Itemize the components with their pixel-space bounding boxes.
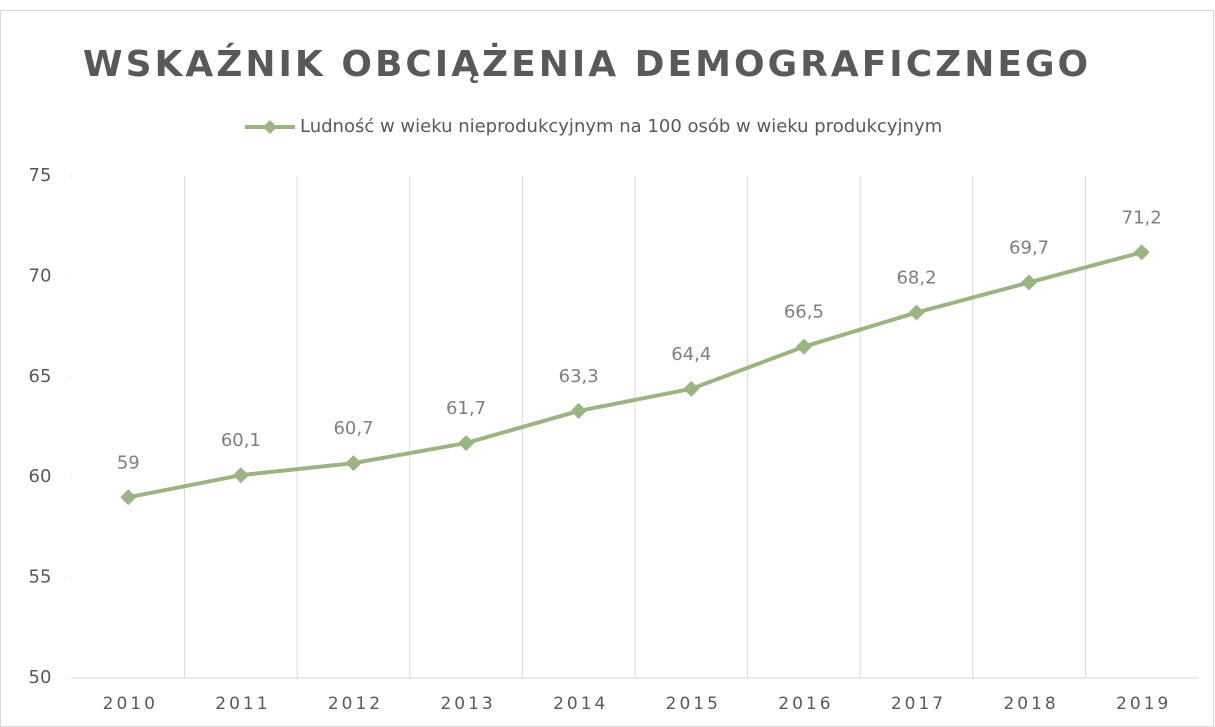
chart-frame [0,10,1214,727]
data-point [570,402,587,419]
data-label: 68,2 [896,268,936,289]
x-tick-label: 2012 [328,694,383,714]
x-tick-label: 2017 [891,694,946,714]
x-tick-label: 2015 [666,694,721,714]
data-line [127,250,1143,500]
data-point [120,489,137,506]
data-point [683,380,700,397]
data-label: 60,1 [221,430,261,451]
x-tick-label: 2013 [440,694,495,714]
data-point [458,435,475,452]
data-label: 59 [117,452,140,473]
data-point [1133,244,1150,261]
y-tick-label: 60 [29,466,52,487]
data-label: 60,7 [333,418,373,439]
y-tick-label: 55 [29,567,52,588]
data-label: 66,5 [784,302,824,323]
data-label: 64,4 [671,344,711,365]
x-tick-label: 2010 [103,694,158,714]
y-tick-label: 65 [29,366,52,387]
data-point [795,338,812,355]
data-label: 71,2 [1122,207,1162,228]
x-tick-label: 2016 [778,694,833,714]
data-point [345,455,362,472]
x-tick-label: 2011 [215,694,270,714]
data-label: 61,7 [446,398,486,419]
legend-label: Ludność w wieku nieprodukcyjnym na 100 o… [300,116,942,137]
data-label: 69,7 [1009,237,1049,258]
data-point [232,467,249,484]
x-tick-label: 2019 [1116,694,1171,714]
x-tick-label: 2014 [553,694,608,714]
y-tick-label: 70 [29,265,52,286]
y-tick-label: 50 [29,667,52,688]
legend-marker [263,120,277,134]
y-tick-label: 75 [29,165,52,186]
data-point [1021,274,1038,291]
data-label: 63,3 [559,366,599,387]
x-tick-label: 2018 [1003,694,1058,714]
data-point [908,304,925,321]
chart-title: WSKAŹNIK OBCIĄŻENIA DEMOGRAFICZNEGO [83,42,1091,85]
